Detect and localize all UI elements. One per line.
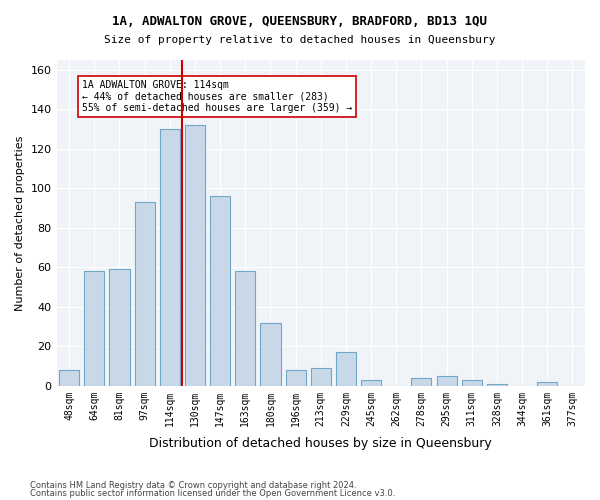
Bar bbox=[210, 196, 230, 386]
Bar bbox=[260, 322, 281, 386]
Bar bbox=[336, 352, 356, 386]
Bar bbox=[286, 370, 305, 386]
Bar bbox=[59, 370, 79, 386]
Text: Contains public sector information licensed under the Open Government Licence v3: Contains public sector information licen… bbox=[30, 488, 395, 498]
Text: 1A ADWALTON GROVE: 114sqm
← 44% of detached houses are smaller (283)
55% of semi: 1A ADWALTON GROVE: 114sqm ← 44% of detac… bbox=[82, 80, 352, 113]
X-axis label: Distribution of detached houses by size in Queensbury: Distribution of detached houses by size … bbox=[149, 437, 492, 450]
Bar bbox=[487, 384, 507, 386]
Bar bbox=[537, 382, 557, 386]
Text: 1A, ADWALTON GROVE, QUEENSBURY, BRADFORD, BD13 1QU: 1A, ADWALTON GROVE, QUEENSBURY, BRADFORD… bbox=[113, 15, 487, 28]
Bar bbox=[84, 272, 104, 386]
Text: Size of property relative to detached houses in Queensbury: Size of property relative to detached ho… bbox=[104, 35, 496, 45]
Y-axis label: Number of detached properties: Number of detached properties bbox=[15, 135, 25, 310]
Bar bbox=[311, 368, 331, 386]
Bar bbox=[109, 270, 130, 386]
Bar bbox=[235, 272, 256, 386]
Bar bbox=[412, 378, 431, 386]
Bar bbox=[185, 125, 205, 386]
Text: Contains HM Land Registry data © Crown copyright and database right 2024.: Contains HM Land Registry data © Crown c… bbox=[30, 481, 356, 490]
Bar bbox=[437, 376, 457, 386]
Bar bbox=[361, 380, 381, 386]
Bar bbox=[461, 380, 482, 386]
Bar bbox=[134, 202, 155, 386]
Bar bbox=[160, 129, 180, 386]
